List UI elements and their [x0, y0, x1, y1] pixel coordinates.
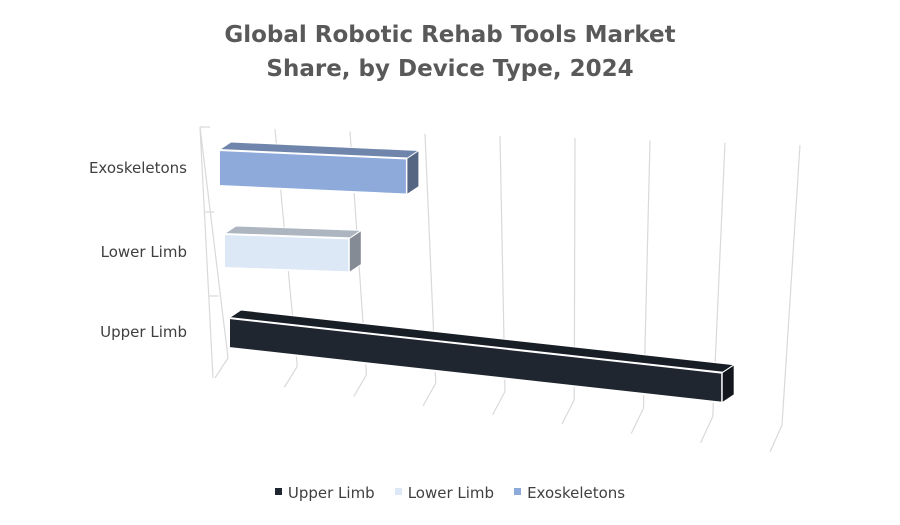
legend-item: Upper Limb: [274, 484, 375, 502]
bar: [223, 232, 351, 274]
bar-end-face: [721, 363, 735, 404]
floor-gridline: [491, 391, 506, 416]
category-label: Exoskeletons: [89, 159, 187, 177]
legend-label: Exoskeletons: [527, 484, 626, 502]
chart-title-line-1: Global Robotic Rehab Tools Market: [224, 22, 676, 48]
legend-swatch: [394, 488, 402, 495]
legend-swatch: [274, 488, 282, 495]
floor-gridline: [700, 416, 714, 444]
floor-gridline: [769, 424, 783, 453]
category-axis-line: [199, 126, 214, 379]
floor-gridline: [353, 374, 368, 397]
bar-end-face: [348, 229, 362, 274]
floor-gridline: [283, 366, 298, 388]
legend-label: Upper Limb: [287, 484, 375, 502]
floor-gridline: [214, 357, 229, 379]
category-label: Upper Limb: [100, 323, 187, 341]
legend-item: Exoskeletons: [514, 484, 625, 502]
legend-swatch: [514, 488, 522, 495]
floor-gridline: [630, 407, 645, 434]
bar-end-face: [406, 149, 420, 196]
floor-gridline: [561, 399, 575, 425]
legend-label: Lower Limb: [407, 484, 495, 502]
chart-legend: Upper Limb Lower Limb Exoskeletons: [0, 484, 900, 502]
category-label: Lower Limb: [101, 243, 187, 261]
chart-title-line-2: Share, by Device Type, 2024: [266, 56, 634, 82]
chart-title: Global Robotic Rehab Tools Market Share,…: [0, 18, 900, 86]
floor-gridline: [422, 382, 437, 407]
bar: [218, 148, 408, 196]
gridline: [781, 144, 801, 426]
legend-item: Lower Limb: [394, 484, 495, 502]
gridline: [199, 126, 229, 359]
